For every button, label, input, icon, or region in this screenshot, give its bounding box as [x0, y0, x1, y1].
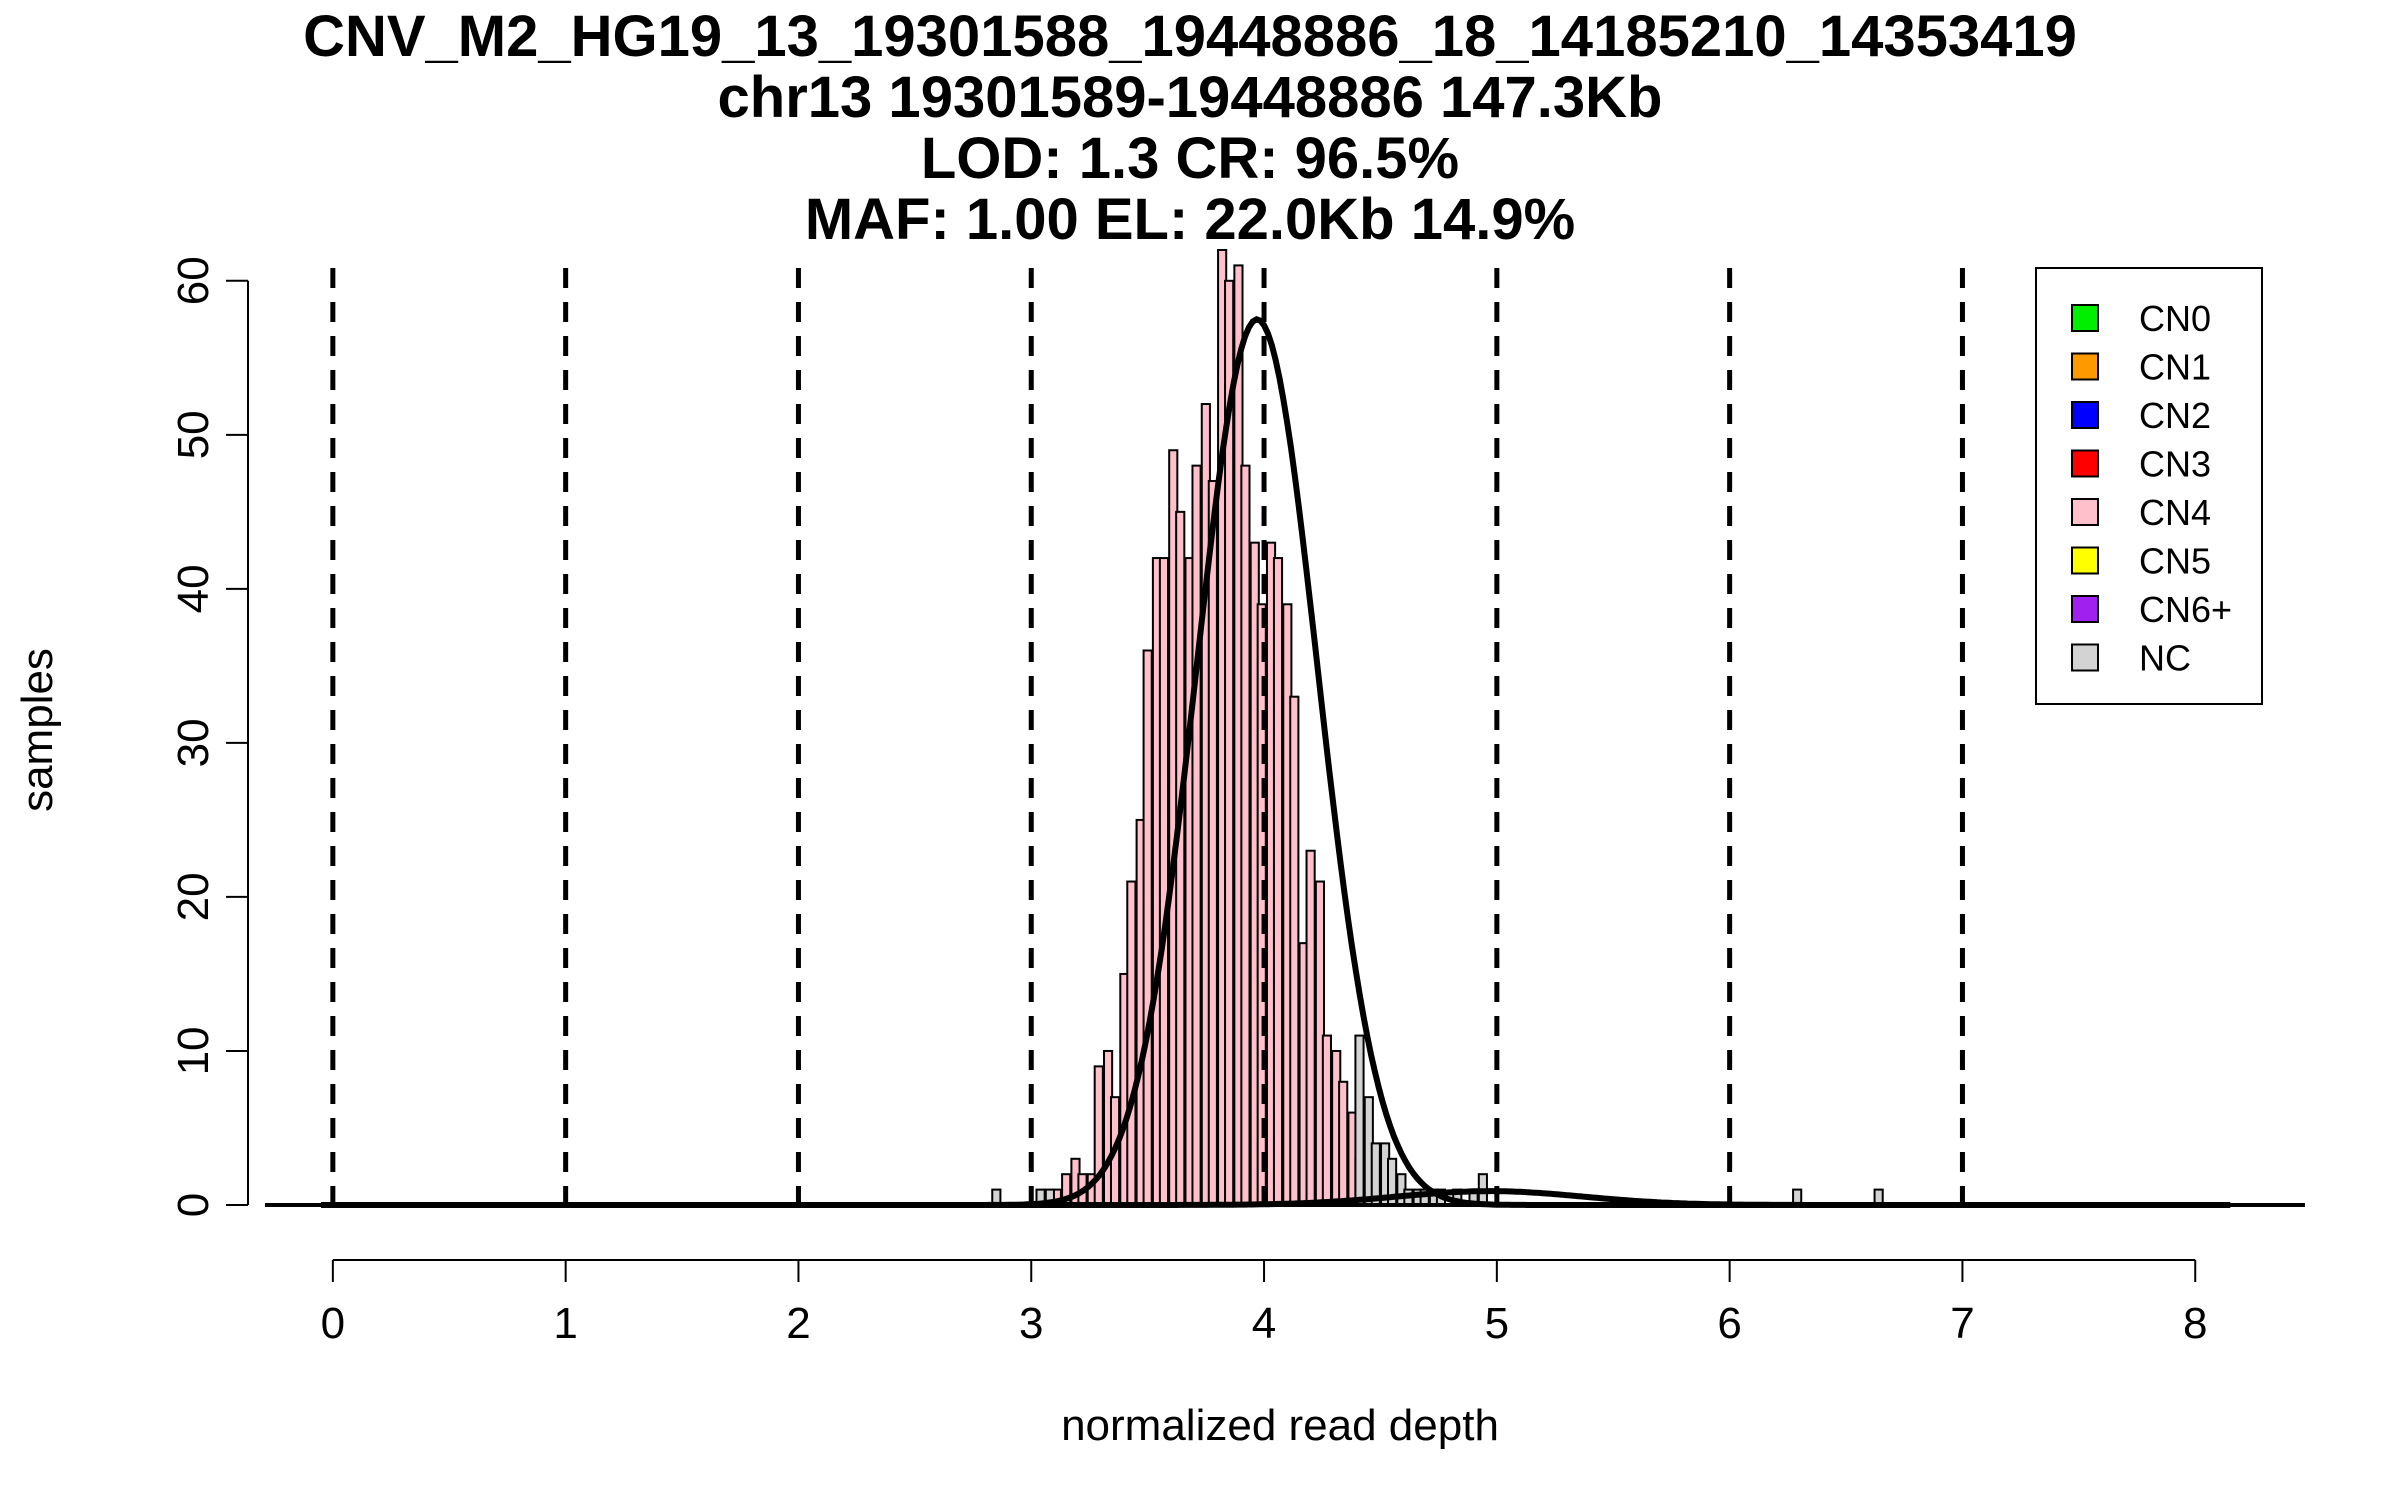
title-line-3: LOD: 1.3 CR: 96.5%: [921, 126, 1459, 191]
legend-label: CN1: [2139, 347, 2211, 388]
bar-cn4: [1305, 849, 1316, 1207]
y-tick-label: 10: [169, 1026, 218, 1075]
title-line-4: MAF: 1.00 EL: 22.0Kb 14.9%: [805, 187, 1575, 252]
bar-cn4: [1240, 464, 1251, 1207]
legend-swatch: [2071, 595, 2099, 623]
legend: CN0 CN1 CN2 CN3 CN4 CN5 CN6+ NC: [2035, 267, 2263, 705]
bar-cn4: [1126, 880, 1137, 1207]
legend-label: CN0: [2139, 298, 2211, 339]
bar-cn4: [1175, 510, 1186, 1206]
legend-label: CN5: [2139, 541, 2211, 582]
legend-label: CN2: [2139, 395, 2211, 436]
x-tick-label: 6: [1717, 1299, 1741, 1348]
bar-cn4: [1338, 1080, 1349, 1206]
chart-title: CNV_M2_HG19_13_19301588_19448886_18_1418…: [303, 4, 2077, 252]
y-tick-label: 0: [169, 1193, 218, 1217]
x-tick-label: 7: [1950, 1299, 1974, 1348]
legend-label: CN4: [2139, 492, 2211, 533]
y-tick-label: 40: [169, 564, 218, 613]
legend-swatch: [2071, 449, 2099, 478]
x-tick-label: 8: [2183, 1299, 2207, 1348]
y-tick-label: 20: [169, 872, 218, 921]
bar-cn4: [1158, 557, 1170, 1206]
y-tick-label: 60: [169, 256, 218, 305]
bar-cn4: [1289, 695, 1300, 1206]
legend-label: CN6+: [2139, 589, 2232, 630]
bar-cn4: [1207, 480, 1218, 1206]
title-line-2: chr13 19301589-19448886 147.3Kb: [718, 65, 1663, 130]
bar-cn4: [1191, 464, 1202, 1207]
y-axis-label: samples: [13, 648, 62, 812]
x-tick-label: 3: [1019, 1299, 1043, 1348]
y-tick-label: 30: [169, 718, 218, 767]
legend-swatch: [2071, 546, 2099, 575]
x-tick-label: 0: [321, 1299, 345, 1348]
fit-curves: [265, 315, 2305, 1208]
bar-cn4: [1321, 1034, 1332, 1207]
x-tick-label: 1: [553, 1299, 577, 1348]
x-axis-label: normalized read depth: [1061, 1401, 1499, 1450]
legend-label: CN3: [2139, 444, 2211, 485]
x-tick-label: 2: [786, 1299, 810, 1348]
y-tick-label: 50: [169, 410, 218, 459]
legend-swatch: [2071, 401, 2099, 429]
axes: 0 1 2 3 4 5 6 7 8 0 10 20 30 40 50 60: [169, 256, 2207, 1348]
legend-swatch: [2071, 304, 2099, 332]
legend-label: NC: [2139, 638, 2191, 679]
legend-swatch: [2071, 352, 2099, 381]
legend-swatch: [2071, 498, 2099, 526]
x-tick-label: 5: [1485, 1299, 1509, 1348]
title-line-1: CNV_M2_HG19_13_19301588_19448886_18_1418…: [303, 4, 2077, 69]
legend-swatch: [2071, 643, 2099, 672]
histogram-bars: [991, 249, 1884, 1207]
bar-cn4: [1142, 649, 1153, 1206]
legend-box: [2035, 267, 2263, 705]
bar-cn4: [1093, 1065, 1104, 1206]
x-tick-label: 4: [1252, 1299, 1276, 1348]
bar-cn4: [1272, 557, 1284, 1206]
bar-nc: [1354, 1034, 1365, 1207]
